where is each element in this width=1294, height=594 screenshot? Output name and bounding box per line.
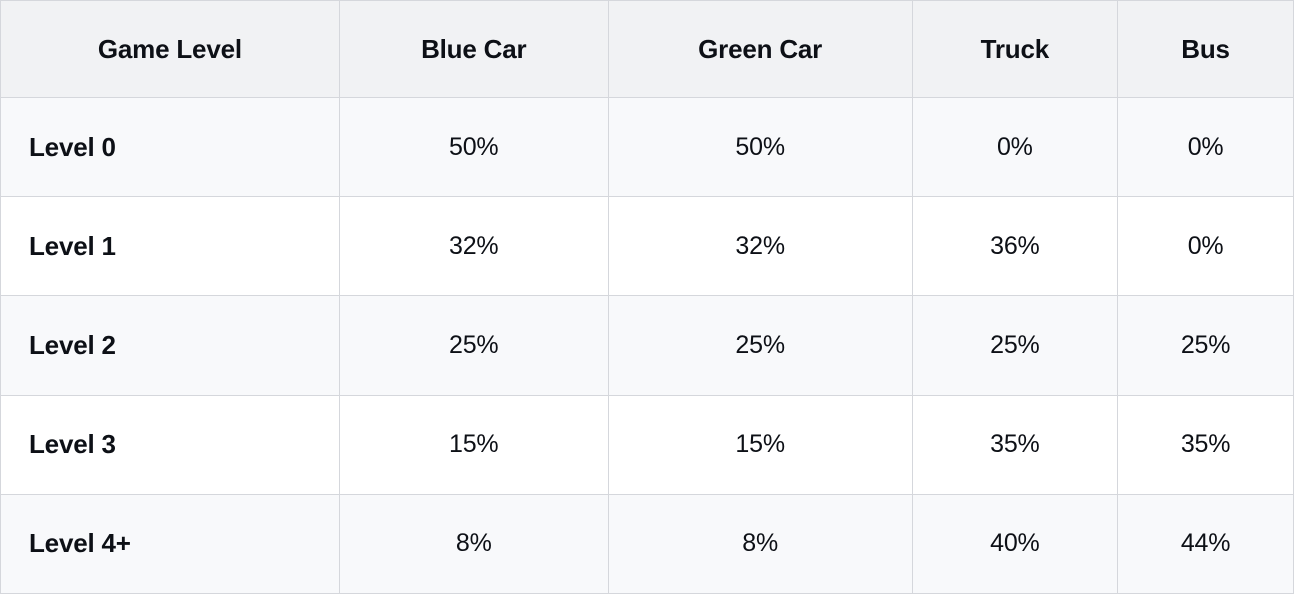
header-cell-green-car: Green Car xyxy=(607,0,913,98)
value-cell: 8% xyxy=(338,493,609,594)
value-cell: 0% xyxy=(911,96,1119,198)
value-cell: 35% xyxy=(911,394,1119,495)
value-cell: 0% xyxy=(1117,196,1294,297)
row-label: Level 4+ xyxy=(0,493,340,594)
value-cell: 0% xyxy=(1117,96,1294,198)
value-cell: 8% xyxy=(607,493,913,594)
value-cell: 25% xyxy=(1117,295,1294,396)
value-cell: 15% xyxy=(607,394,913,495)
value-cell: 25% xyxy=(338,295,609,396)
table-row-level-0: Level 0 50% 50% 0% 0% xyxy=(0,96,1294,198)
value-cell: 50% xyxy=(338,96,609,198)
header-cell-game-level: Game Level xyxy=(0,0,340,98)
header-cell-truck: Truck xyxy=(911,0,1119,98)
table-body: Level 0 50% 50% 0% 0% Level 1 32% 32% 36… xyxy=(0,96,1294,594)
row-label: Level 2 xyxy=(0,295,340,396)
table-row-level-4plus: Level 4+ 8% 8% 40% 44% xyxy=(0,493,1294,594)
table-row-level-1: Level 1 32% 32% 36% 0% xyxy=(0,196,1294,297)
value-cell: 25% xyxy=(607,295,913,396)
row-label: Level 3 xyxy=(0,394,340,495)
header-cell-bus: Bus xyxy=(1117,0,1294,98)
value-cell: 36% xyxy=(911,196,1119,297)
value-cell: 15% xyxy=(338,394,609,495)
table-header: Game Level Blue Car Green Car Truck Bus xyxy=(0,0,1294,98)
header-cell-blue-car: Blue Car xyxy=(338,0,609,98)
table-row-level-3: Level 3 15% 15% 35% 35% xyxy=(0,394,1294,495)
value-cell: 32% xyxy=(607,196,913,297)
table-row-level-2: Level 2 25% 25% 25% 25% xyxy=(0,295,1294,396)
value-cell: 44% xyxy=(1117,493,1294,594)
value-cell: 40% xyxy=(911,493,1119,594)
value-cell: 32% xyxy=(338,196,609,297)
value-cell: 35% xyxy=(1117,394,1294,495)
row-label: Level 0 xyxy=(0,96,340,198)
value-cell: 50% xyxy=(607,96,913,198)
row-label: Level 1 xyxy=(0,196,340,297)
value-cell: 25% xyxy=(911,295,1119,396)
header-row: Game Level Blue Car Green Car Truck Bus xyxy=(0,0,1294,98)
